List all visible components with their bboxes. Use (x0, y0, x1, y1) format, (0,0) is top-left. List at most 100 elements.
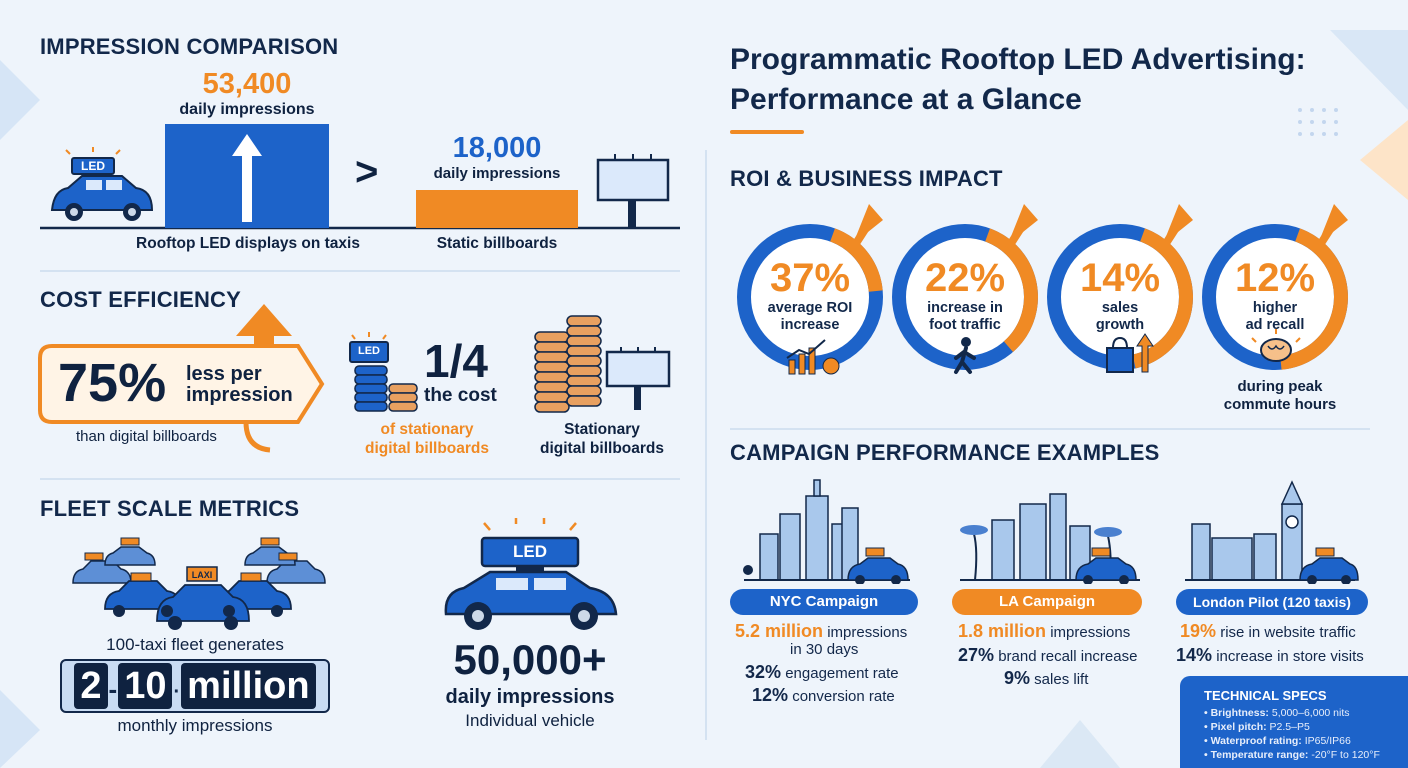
roi-peak-line1: during peak (1237, 378, 1323, 395)
coin-led-sign: LED (358, 345, 380, 357)
roi-value: 37% (769, 256, 851, 300)
cost-percent: 75% (58, 353, 167, 413)
taxi-icon (50, 147, 154, 221)
roi-ring-4: 12% higher ad recall (1200, 204, 1350, 372)
la-l2-strong: 27% (958, 645, 995, 665)
london-l2-rest: increase in store visits (1212, 648, 1364, 665)
roi-label-line2: ad recall (1245, 317, 1305, 333)
roi-label-line1: average ROI (767, 300, 853, 316)
roi-ring-progress (1047, 224, 1193, 370)
static-impressions-label: daily impressions (433, 165, 561, 182)
roi-peak-note: during peak commute hours (1200, 378, 1360, 414)
static-impressions-value: 18,000 (452, 132, 542, 164)
fleet-range: 2-10 · million (60, 659, 330, 713)
chart-growth-icon (786, 339, 840, 375)
nyc-line-3: 12% conversion rate (752, 685, 895, 706)
tech-specs-list: • Brightness: 5,000–6,000 nits • Pixel pi… (1204, 706, 1408, 762)
title-underline (730, 130, 804, 134)
led-impressions-value: 53,400 (202, 68, 292, 100)
la-l3-rest: sales lift (1030, 671, 1089, 688)
roi-label-line2: increase (780, 317, 840, 333)
nyc-l3-rest: conversion rate (788, 688, 895, 705)
range-start: 2 (74, 663, 108, 709)
led-caption: Rooftop LED displays on taxis (136, 235, 360, 252)
london-line-1: 19% rise in website traffic (1180, 621, 1356, 642)
la-line-2: 27% brand recall increase (958, 645, 1137, 666)
roi-label-line2: growth (1095, 317, 1145, 333)
spec-key: • Brightness: (1204, 707, 1269, 719)
london-campaign-pill: London Pilot (120 taxis) (1176, 589, 1368, 615)
nyc-l2-rest: engagement rate (781, 665, 899, 682)
nyc-line-1b: in 30 days (790, 641, 859, 658)
fleet-monthly: monthly impressions (117, 716, 273, 735)
spec-key: • Pixel pitch: (1204, 721, 1267, 733)
divider (40, 270, 680, 272)
nyc-line-2: 32% engagement rate (745, 662, 899, 683)
divider (730, 428, 1370, 430)
impression-heading: IMPRESSION COMPARISON (40, 34, 339, 59)
impression-chart (40, 124, 680, 230)
stationary-line1: Stationary (564, 421, 640, 438)
spec-item: • Temperature range: -20°F to 120°F (1204, 748, 1408, 762)
fleet-heading: FLEET SCALE METRICS (40, 496, 300, 521)
roi-label-line1: increase in (927, 300, 1003, 316)
cost-less-line1: less per (186, 363, 262, 385)
roi-label-line1: sales (1101, 300, 1139, 316)
brain-icon (1251, 329, 1301, 362)
fleet-text: 100-taxi fleet generates (106, 635, 284, 654)
la-l1-strong: 1.8 million (958, 621, 1047, 641)
taxi-fleet-icon: LAXI (72, 537, 326, 630)
taxi-led-sign: LED (81, 159, 105, 173)
vehicle-led-sign: LED (513, 542, 547, 561)
vehicle-sub: Individual vehicle (465, 711, 595, 730)
page-title: Programmatic Rooftop LED Advertising: Pe… (730, 40, 1380, 134)
spec-value: 5,000–6,000 nits (1268, 707, 1350, 719)
range-unit: million (181, 663, 316, 709)
shopping-bag-icon (1106, 333, 1154, 373)
city-skylines (743, 479, 1359, 584)
comparison-symbol: > (355, 150, 379, 194)
vehicle-icon (444, 518, 618, 630)
cost-arrow-graphic (38, 304, 325, 453)
spec-key: • Waterproof rating: (1204, 735, 1302, 747)
spec-value: -20°F to 120°F (1308, 749, 1380, 761)
la-l3-strong: 9% (1004, 668, 1031, 688)
roi-label-line2: foot traffic (929, 317, 1001, 333)
campaigns-heading: CAMPAIGN PERFORMANCE EXAMPLES (730, 440, 1160, 465)
coin-stacks-icon (349, 315, 671, 413)
divider (40, 478, 680, 480)
tech-specs-heading: TECHNICAL SPECS (1204, 688, 1327, 703)
title-line-1: Programmatic Rooftop LED Advertising: (730, 43, 1306, 76)
tech-specs-panel: TECHNICAL SPECS • Brightness: 5,000–6,00… (1180, 676, 1408, 768)
cost-than: than digital billboards (76, 428, 217, 445)
nyc-campaign-pill: NYC Campaign (730, 589, 918, 615)
la-campaign-pill: LA Campaign (952, 589, 1142, 615)
billboard-icon (596, 154, 670, 228)
nyc-l1-rest: impressions (823, 624, 908, 641)
roi-value: 12% (1234, 256, 1316, 300)
spec-item: • Waterproof rating: IP65/IP66 (1204, 734, 1408, 748)
spec-key: • Temperature range: (1204, 749, 1309, 761)
roi-value: 14% (1079, 256, 1161, 300)
stationary-line2: digital billboards (539, 440, 664, 457)
nyc-l1-strong: 5.2 million (735, 621, 824, 641)
roi-heading: ROI & BUSINESS IMPACT (730, 166, 1003, 191)
london-l1-rest: rise in website traffic (1216, 624, 1356, 641)
vertical-divider (705, 150, 707, 740)
cost-heading: COST EFFICIENCY (40, 287, 242, 312)
led-impressions-label: daily impressions (179, 101, 315, 118)
roi-ring-1: 37% average ROI increase (735, 204, 885, 375)
vehicle-label: daily impressions (445, 686, 615, 708)
nyc-line-1: 5.2 million impressions (735, 621, 907, 642)
la-l2-rest: brand recall increase (994, 648, 1138, 665)
london-l1-strong: 19% (1180, 621, 1217, 641)
spec-value: P2.5–P5 (1266, 721, 1310, 733)
roi-ring-3: 14% sales growth (1045, 204, 1195, 373)
fleet-mini-sign: LAXI (192, 570, 213, 580)
roi-ring-2: 22% increase in foot traffic (890, 204, 1040, 374)
spec-value: IP65/IP66 (1301, 735, 1351, 747)
spec-item: • Pixel pitch: P2.5–P5 (1204, 720, 1408, 734)
spec-item: • Brightness: 5,000–6,000 nits (1204, 706, 1408, 720)
nyc-l3-strong: 12% (752, 685, 789, 705)
cost-fraction: 1/4 (424, 335, 488, 387)
